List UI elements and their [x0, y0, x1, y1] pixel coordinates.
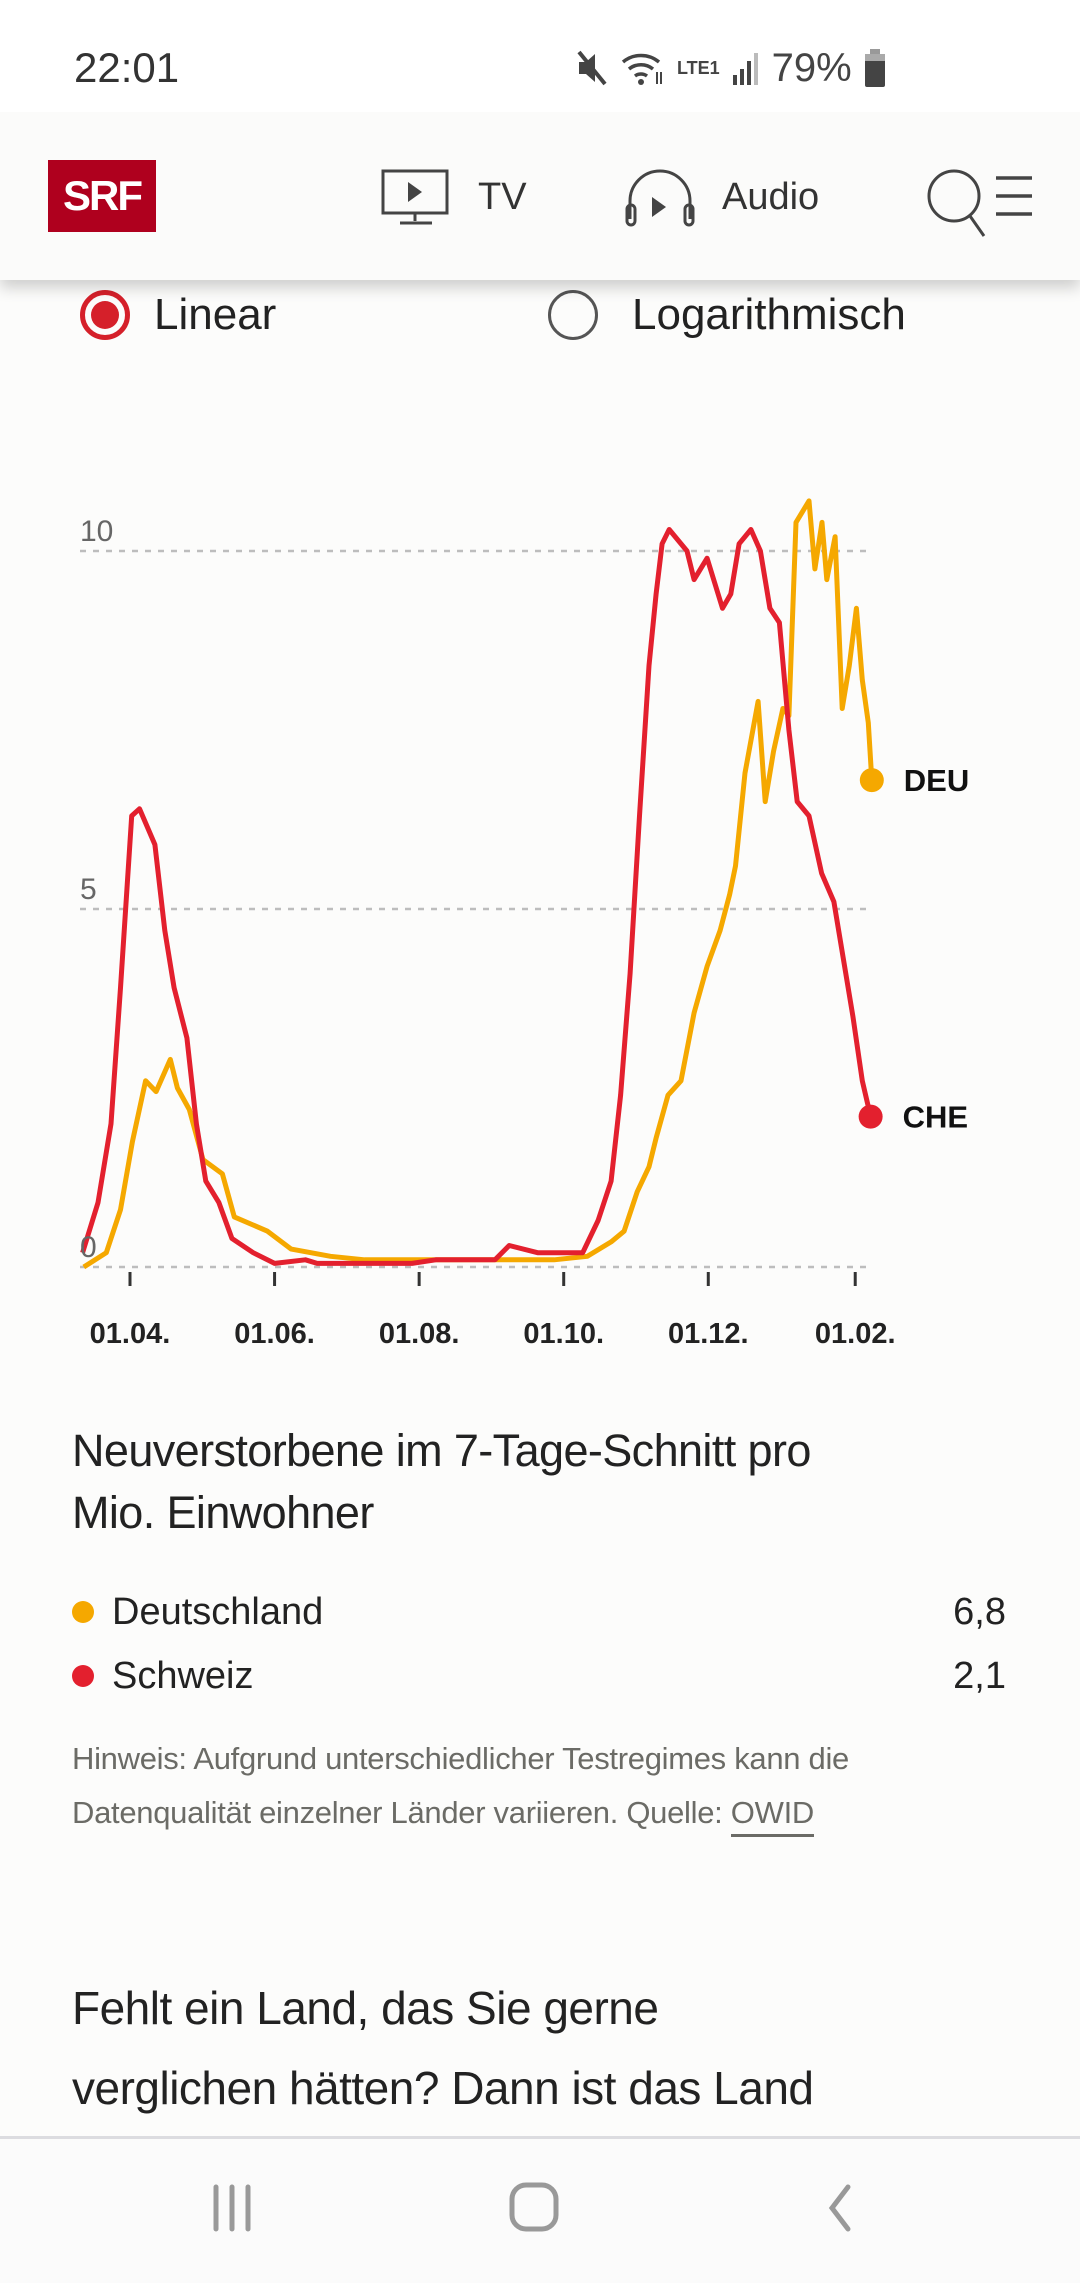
radio-linear[interactable]: Linear [80, 290, 276, 340]
x-tick-label: 01.08. [379, 1318, 460, 1350]
network-type: LTE1 [677, 58, 720, 78]
x-tick-label: 01.04. [90, 1318, 171, 1350]
x-tick-label: 01.10. [523, 1318, 604, 1350]
data-note: Hinweis: Aufgrund unterschiedlicher Test… [72, 1732, 1032, 1840]
tv-label: TV [478, 175, 527, 218]
battery-percent: 79% [771, 45, 852, 90]
legend-item-schweiz: Schweiz 2,1 [72, 1648, 1006, 1704]
status-time: 22:01 [74, 44, 180, 91]
series-end-point-che [858, 1104, 883, 1129]
radio-log[interactable]: Logarithmisch [548, 290, 906, 340]
series-end-label: DEU [904, 763, 969, 798]
home-icon[interactable] [508, 2181, 564, 2237]
scale-toggle: Linear Logarithmisch [0, 290, 1080, 350]
paragraph-line: verglichen hätten? Dann ist das Land [72, 2062, 814, 2114]
legend-item-deutschland: Deutschland 6,8 [72, 1584, 1006, 1640]
status-icons: LTE1 79% [575, 44, 886, 92]
source-link-owid[interactable]: OWID [730, 1795, 814, 1837]
x-tick-label: 01.06. [234, 1318, 315, 1350]
status-bar: 22:01 LTE1 79% [0, 0, 1080, 112]
legend-dot-icon [72, 1665, 94, 1687]
android-nav-bar [0, 2136, 1080, 2283]
legend-value: 2,1 [953, 1654, 1006, 1697]
audio-label: Audio [722, 175, 820, 218]
series-line-che [80, 527, 874, 1266]
tv-icon [381, 169, 449, 225]
radio-linear-indicator[interactable] [80, 290, 130, 340]
legend-value: 6,8 [953, 1590, 1006, 1633]
body-paragraph: Fehlt ein Land, das Sie gerne verglichen… [72, 1968, 814, 2128]
tv-link[interactable]: TV [380, 162, 527, 232]
back-icon[interactable] [820, 2183, 860, 2233]
headphones-play-icon [625, 169, 695, 227]
legend-name: Deutschland [112, 1590, 324, 1633]
y-tick-label: 5 [80, 873, 97, 906]
chart-title-line: Neuverstorbene im 7-Tage-Schnitt pro [72, 1425, 811, 1476]
series-line-deu [82, 498, 875, 1270]
mute-icon [577, 50, 607, 86]
x-tick-label: 01.12. [668, 1318, 749, 1350]
data-note-text: Hinweis: Aufgrund unterschiedlicher Test… [72, 1741, 850, 1830]
x-tick-label: 01.02. [815, 1318, 896, 1350]
srf-logo[interactable]: SRF [48, 160, 156, 232]
deaths-line-chart: 0 5 10 01.04. 01.06. 01.08. 01.10. 01.12. 01.02.… [80, 498, 969, 1350]
wifi-icon [621, 53, 662, 85]
audio-link[interactable]: Audio [624, 162, 819, 232]
radio-linear-label: Linear [154, 290, 277, 339]
paragraph-line: Fehlt ein Land, das Sie gerne [72, 1982, 659, 2034]
chart-title: Neuverstorbene im 7-Tage-Schnitt pro Mio… [72, 1420, 811, 1544]
series-end-label: CHE [903, 1100, 968, 1135]
legend-name: Schweiz [112, 1654, 254, 1697]
signal-icon [732, 53, 758, 85]
battery-icon [864, 49, 885, 87]
legend-dot-icon [72, 1601, 94, 1623]
radio-log-indicator[interactable] [548, 290, 598, 340]
y-tick-label: 10 [80, 515, 113, 548]
search-menu-icon [927, 169, 1032, 237]
site-header: SRF TV Audio [0, 112, 1080, 280]
y-tick-label: 0 [80, 1231, 97, 1264]
chart-title-line: Mio. Einwohner [72, 1487, 374, 1538]
search-menu-button[interactable] [926, 168, 1036, 243]
series-end-point-deu [859, 768, 884, 793]
recent-apps-icon[interactable] [208, 2183, 258, 2233]
radio-log-label: Logarithmisch [632, 290, 906, 339]
